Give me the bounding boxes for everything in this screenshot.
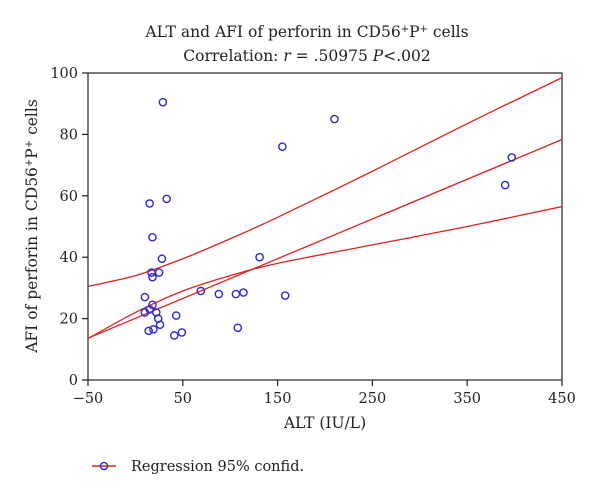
data-point — [500, 180, 510, 190]
data-point — [214, 289, 224, 299]
data-points-layer — [140, 97, 517, 340]
data-point — [145, 199, 154, 208]
data-point — [162, 194, 171, 204]
y-tick-label: 0 — [69, 373, 78, 389]
plot-frame — [87, 72, 563, 381]
chart-subtitle: Correlation: r = .50975 P<.002 — [183, 47, 430, 65]
data-point — [239, 288, 248, 297]
x-tick-label: 250 — [359, 391, 387, 407]
data-point — [148, 232, 157, 242]
data-point — [231, 289, 241, 299]
y-tick-label: 100 — [50, 66, 78, 82]
data-point — [278, 142, 287, 151]
y-tick-label: 20 — [60, 312, 78, 328]
data-point — [169, 331, 179, 340]
y-tick-label: 80 — [60, 127, 78, 143]
x-tick-label: 50 — [174, 391, 192, 407]
data-point — [155, 320, 165, 330]
y-ticks: 0 20 40 60 80 100 — [50, 66, 88, 389]
x-tick-label: 450 — [548, 391, 576, 407]
x-tick-label: −50 — [73, 391, 104, 407]
legend-marker-swatch — [99, 461, 109, 471]
data-point — [158, 97, 168, 107]
data-point — [507, 153, 517, 162]
regression-line — [88, 138, 562, 339]
confidence-band-lower — [88, 205, 562, 340]
data-point — [330, 114, 339, 124]
legend-label: Regression 95% confid. — [131, 459, 304, 475]
data-point — [177, 328, 187, 337]
data-point — [233, 323, 243, 333]
data-point — [145, 305, 154, 314]
legend: Regression 95% confid. — [92, 459, 304, 475]
regression-lines-layer — [88, 77, 562, 340]
y-tick-label: 40 — [60, 250, 78, 266]
data-point — [171, 311, 181, 320]
data-point — [157, 254, 167, 264]
data-point — [154, 268, 164, 277]
data-point — [280, 291, 290, 300]
data-point — [255, 252, 264, 262]
y-tick-label: 60 — [60, 189, 78, 205]
x-tick-label: 150 — [264, 391, 292, 407]
data-point — [149, 325, 158, 334]
x-ticks: −50 50 150 250 350 450 — [73, 380, 576, 407]
x-axis-label: ALT (IU/L) — [283, 414, 366, 432]
y-axis-label: AFI of perforin in CD56+P+ cells — [23, 99, 41, 354]
confidence-band-upper — [88, 77, 562, 287]
data-point — [140, 292, 150, 302]
data-point — [144, 326, 153, 336]
data-point — [148, 272, 157, 282]
x-tick-label: 350 — [453, 391, 481, 407]
chart-title: ALT and AFI of perforin in CD56+P+ cells — [144, 23, 468, 41]
data-point — [196, 286, 206, 296]
